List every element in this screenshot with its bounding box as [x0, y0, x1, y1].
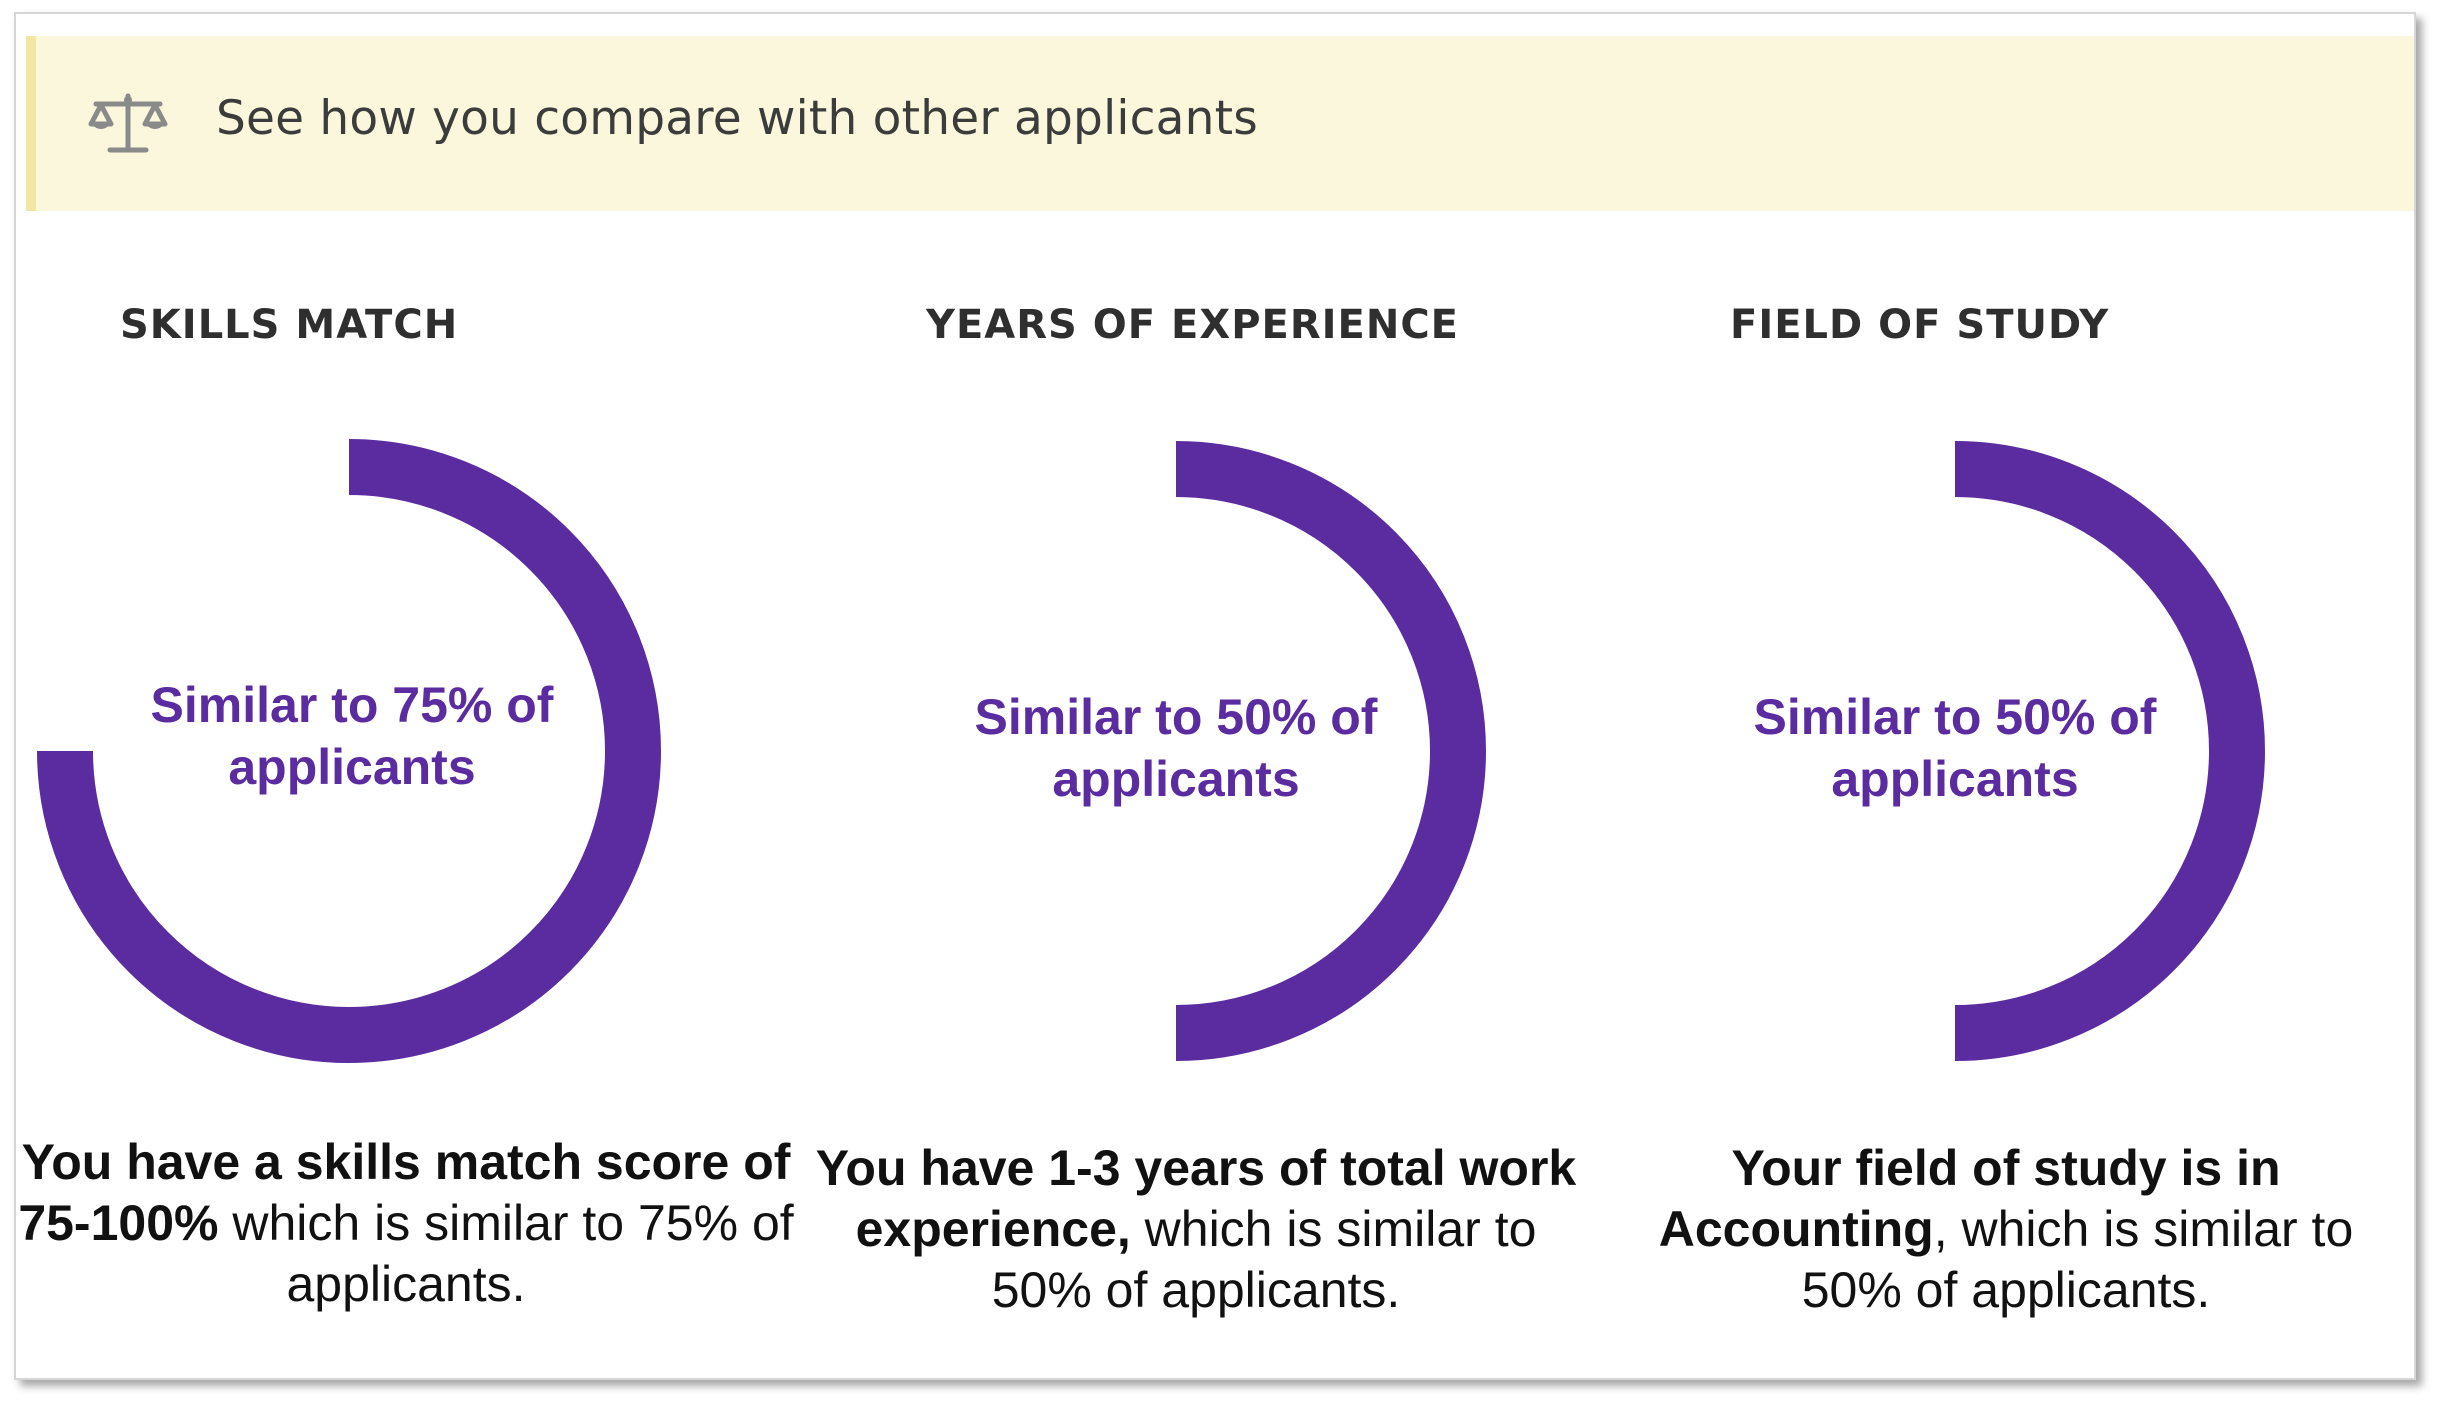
metric-skills-match: SKILLS MATCH Similar to 75% of applicant… [16, 14, 796, 1378]
gauge-label: Similar to 75% of applicants [150, 677, 554, 795]
description-text: , which is similar to 50% of applicants. [1801, 1201, 2354, 1318]
description-bold: You have 1-3 years of total work experie… [815, 1140, 1577, 1257]
description-bold: You have a skills match score of 75-100% [18, 1134, 791, 1251]
metric-description: You have a skills match score of 75-100%… [16, 1132, 796, 1315]
gauge-ring [1175, 441, 1486, 1061]
gauge-arc [1954, 441, 2265, 1061]
banner-title: See how you compare with other applicant… [216, 91, 1258, 146]
gauge-label: Similar to 50% of applicants [974, 689, 1378, 807]
metric-field-of-study: FIELD OF STUDY Similar to 50% of applica… [1616, 14, 2396, 1378]
comparison-card: See how you compare with other applicant… [14, 12, 2416, 1380]
metric-description: You have 1-3 years of total work experie… [806, 1138, 1586, 1321]
metric-description: Your field of study is in Accounting, wh… [1616, 1138, 2396, 1321]
gauge-arc [1175, 441, 1486, 1061]
gauge-label: Similar to 50% of applicants [1753, 689, 2157, 807]
gauge-ring [37, 439, 661, 1063]
description-text: which is similar to 75% of applicants. [218, 1195, 794, 1312]
gauge-ring [1954, 441, 2265, 1061]
metric-heading: YEARS OF EXPERIENCE [926, 302, 1460, 348]
metric-heading: SKILLS MATCH [120, 302, 459, 348]
description-bold: Your field of study is in Accounting [1658, 1140, 2281, 1257]
description-text: which is similar to 50% of applicants. [991, 1201, 1537, 1318]
gauge-arc [37, 439, 661, 1063]
metric-heading: FIELD OF STUDY [1730, 302, 2110, 348]
metric-years-of-experience: YEARS OF EXPERIENCE Similar to 50% of ap… [806, 14, 1586, 1378]
scale-icon [88, 93, 168, 153]
comparison-banner: See how you compare with other applicant… [26, 36, 2414, 211]
banner-accent-bar [26, 36, 36, 211]
